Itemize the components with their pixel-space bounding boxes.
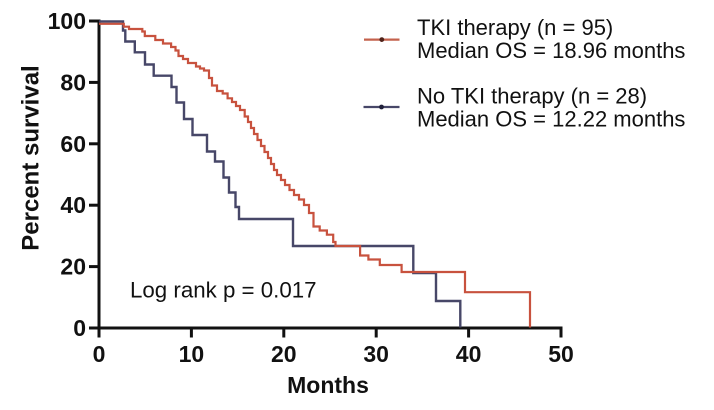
svg-text:40: 40 [60, 192, 86, 218]
svg-text:40: 40 [456, 341, 482, 367]
svg-text:Percent survival: Percent survival [18, 65, 45, 250]
svg-text:Months: Months [287, 372, 369, 398]
svg-text:No TKI therapy (n = 28): No TKI therapy (n = 28) [417, 84, 647, 109]
svg-text:50: 50 [548, 341, 574, 367]
svg-text:20: 20 [271, 341, 297, 367]
svg-text:100: 100 [48, 8, 86, 34]
svg-text:0: 0 [93, 341, 106, 367]
svg-text:TKI therapy (n = 95): TKI therapy (n = 95) [417, 15, 613, 40]
svg-text:80: 80 [60, 69, 86, 95]
svg-text:30: 30 [363, 341, 389, 367]
svg-text:Log rank p = 0.017: Log rank p = 0.017 [130, 278, 317, 303]
svg-text:Median OS = 12.22 months: Median OS = 12.22 months [417, 107, 685, 132]
svg-text:10: 10 [179, 341, 205, 367]
svg-text:20: 20 [60, 254, 86, 280]
svg-text:Median OS = 18.96 months: Median OS = 18.96 months [417, 38, 685, 63]
svg-text:60: 60 [60, 131, 86, 157]
svg-text:0: 0 [73, 315, 86, 341]
